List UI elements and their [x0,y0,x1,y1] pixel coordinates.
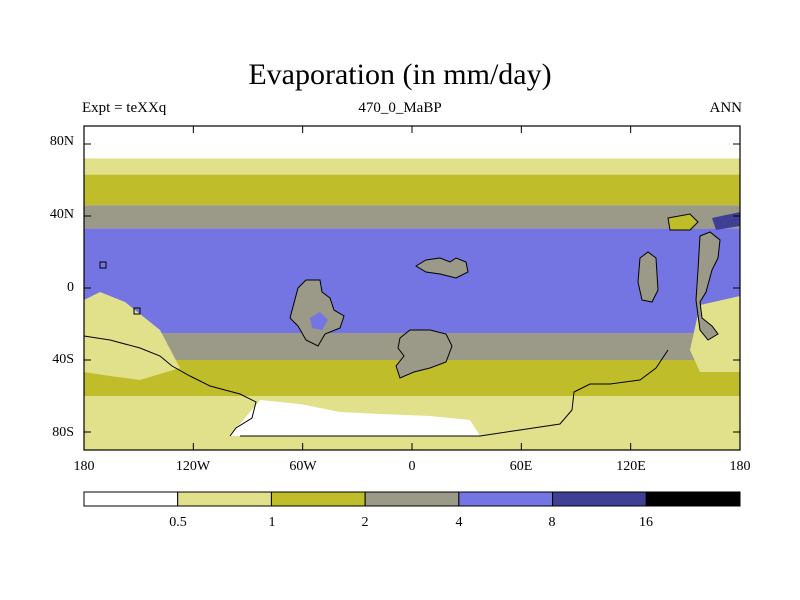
y-tick-label: 40N [50,207,74,222]
x-tick-label: 0 [409,459,416,474]
colorbar-swatch [270,491,366,507]
y-tick-label: 0 [67,280,74,295]
x-tick-label: 180 [730,459,751,474]
continent-central [289,279,345,347]
continent-east [637,251,659,303]
x-tick-label: 60W [289,459,317,474]
colorbar-label: 4 [456,515,463,530]
colorbar-swatch [177,491,272,507]
colorbar-label: 1 [269,515,276,530]
colorbar-label: 2 [362,515,369,530]
southern-coastline [83,335,669,437]
colorbar-swatch [458,491,554,507]
continent-central-inner [310,312,328,330]
chart-title: Evaporation (in mm/day) [248,58,552,91]
colorbar-label: 16 [639,515,653,530]
evaporation-band [84,228,740,333]
x-tick-label: 60E [510,459,533,474]
colorbar-swatch [645,491,741,507]
experiment-label: Expt = teXXq [82,100,167,116]
y-tick-label: 80N [50,134,74,149]
colorbar-label: 0.5 [169,515,187,530]
evaporation-band [84,205,740,229]
southern-low-evap-region [230,400,480,436]
southwest-mid-evap-region [84,292,180,380]
y-tick-label: 80S [52,425,74,440]
colorbar-swatch [83,491,179,507]
time-label: 470_0_MaBP [358,100,442,116]
x-tick-label: 180 [74,459,95,474]
southwest-coast-dot [133,307,141,315]
colorbar-swatch [364,491,460,507]
colorbar-label: 8 [549,515,556,530]
continent-north-small [415,257,469,279]
axis-ticks [83,126,741,450]
continent-africa-like [395,329,453,379]
colorbar-swatch [552,491,647,507]
continent-east-coast [695,231,721,341]
northwest-coast-dot [99,261,107,269]
evaporation-band [84,174,740,206]
x-tick-label: 120E [616,459,646,474]
x-tick-label: 120W [176,459,211,474]
map-plot-area [83,125,741,451]
colorbar: 0.5 1 2 4 8 16 [83,491,741,530]
season-label: ANN [709,100,743,116]
evaporation-band [84,158,740,175]
y-tick-label: 40S [52,352,74,367]
continent-northeast [667,213,699,231]
